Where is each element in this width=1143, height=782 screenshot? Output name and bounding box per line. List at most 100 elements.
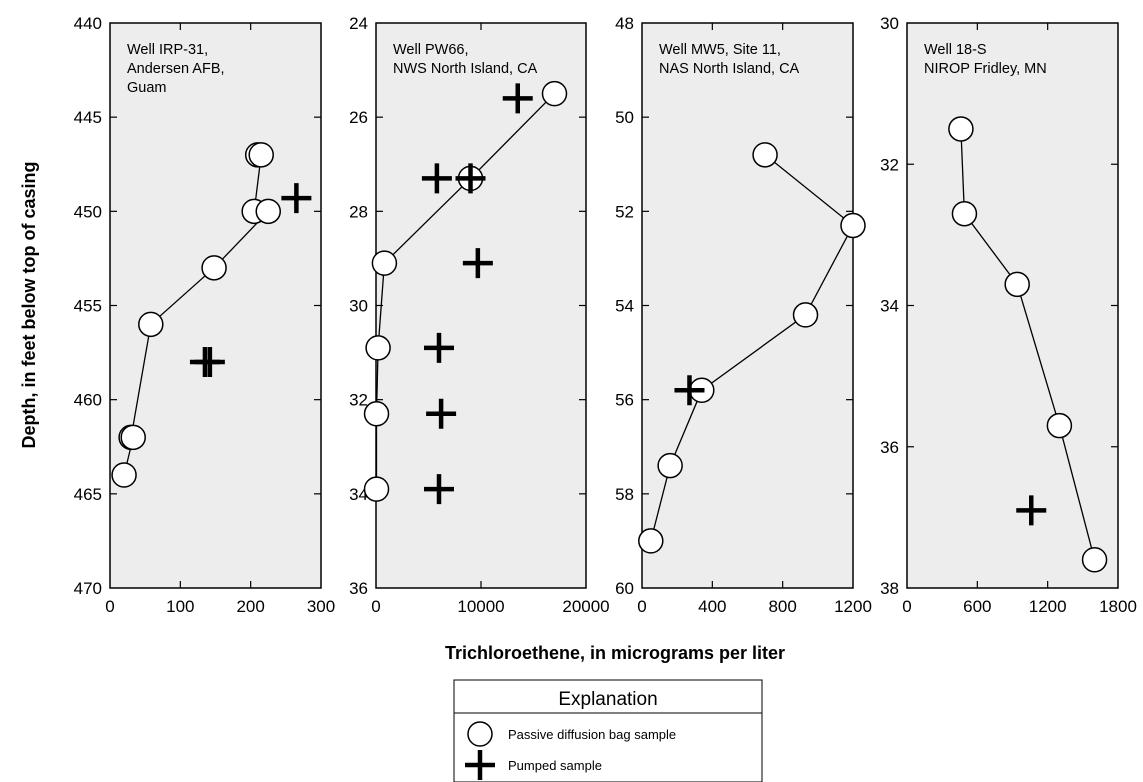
pumped-sample-marker [281,183,312,214]
pumped-sample-marker [426,398,457,429]
y-tick-label: 460 [74,391,102,410]
pdb-sample-marker [1081,547,1108,573]
well-annotation: Well IRP-31, [127,42,208,58]
pdb-sample-marker [1004,271,1030,298]
y-tick-label: 54 [615,297,634,316]
legend-plus-marker [465,750,495,780]
x-tick-label: 1200 [834,597,872,616]
plot-area [109,22,322,589]
x-tick-label: 1800 [1099,597,1137,616]
y-tick-label: 30 [880,14,899,33]
pdb-sample-marker [365,335,391,361]
well-annotation: Well 18-S [924,42,987,58]
well-annotation: Well PW66, [393,42,468,58]
y-tick-label: 36 [880,438,899,457]
x-tick-label: 0 [105,597,114,616]
pdb-sample-marker [371,250,398,276]
x-tick-label: 400 [698,597,726,616]
pdb-sample-marker [201,255,227,281]
plot-area [375,22,587,589]
x-tick-label: 1200 [1029,597,1067,616]
x-axis-title: Trichloroethene, in micrograms per liter [445,643,785,663]
legend-box [453,679,763,782]
pdb-sample-marker [363,476,390,502]
y-tick-label: 440 [74,14,102,33]
pdb-sample-marker [120,424,146,451]
pumped-sample-marker [455,163,486,194]
y-tick-label: 30 [349,297,368,316]
x-tick-label: 0 [637,597,646,616]
y-tick-label: 58 [615,485,634,504]
y-tick-label: 465 [74,485,102,504]
panel-2: 24 26 28 30 32 34 360 10000 20000 Well PW66, NWS N… [349,14,610,616]
plot-area [906,22,1119,589]
pumped-sample-marker [194,347,225,377]
pdb-sample-marker [951,200,978,227]
pdb-sample-marker [248,142,274,168]
y-tick-label: 32 [349,391,368,410]
pumped-sample-marker [462,248,493,279]
y-tick-label: 28 [349,202,368,221]
well-annotation: Guam [127,80,167,96]
pdb-sample-marker [657,452,683,479]
y-tick-label: 56 [615,391,634,410]
y-tick-label: 455 [74,297,102,316]
pdb-sample-marker [638,528,664,554]
pumped-sample-marker [421,163,452,194]
y-tick-label: 34 [880,297,899,316]
y-tick-label: 470 [74,579,102,598]
x-tick-label: 0 [371,597,380,616]
y-tick-label: 38 [880,579,899,598]
pdb-sample-marker [363,401,390,427]
y-tick-label: 60 [615,579,634,598]
pdb-series-line [650,154,854,542]
pdb-sample-marker [752,142,778,168]
well-annotation: Well MW5, Site 11, [659,42,781,58]
pdb-sample-marker [792,302,819,328]
pumped-sample-marker [424,332,454,363]
plot-area [641,22,854,589]
pumped-sample-marker [1016,495,1047,526]
pdb-sample-marker [1046,412,1073,439]
x-tick-label: 200 [236,597,264,616]
well-annotation: NAS North Island, CA [659,61,800,77]
y-tick-label: 48 [615,14,634,33]
pdb-sample-marker [948,116,974,142]
y-axis-title: Depth, in feet below top of casing [19,161,39,448]
pumped-sample-marker [502,83,533,114]
y-tick-label: 24 [349,14,368,33]
pumped-sample-marker [674,375,705,406]
legend-title: Explanation [558,689,657,710]
legend-circle-marker [467,721,493,747]
y-tick-label: 32 [880,155,899,174]
y-tick-label: 445 [74,108,102,127]
panel-3: 48 50 52 54 56 58 600 400 800 1200 Well MW5, Site … [615,14,872,616]
x-tick-label: 10000 [457,597,504,616]
x-tick-label: 300 [307,597,335,616]
well-annotation: NWS North Island, CA [393,61,538,77]
well-annotation: NIROP Fridley, MN [924,61,1047,77]
y-tick-label: 50 [615,108,634,127]
panel-4: 30 32 34 36 380 600 1200 1800 Well 18-S NIROP Fri… [880,14,1137,616]
y-tick-label: 450 [74,202,102,221]
x-tick-label: 20000 [562,597,609,616]
x-tick-label: 100 [166,597,194,616]
y-tick-label: 34 [349,485,368,504]
pumped-sample-marker [424,474,454,505]
pdb-sample-marker [541,80,568,107]
x-tick-label: 0 [902,597,911,616]
legend: Explanation Passive diffusion bag sample… [453,679,763,782]
x-tick-label: 800 [768,597,796,616]
pdb-sample-marker [255,198,281,225]
y-tick-label: 36 [349,579,368,598]
y-tick-label: 52 [615,202,634,221]
legend-item-pumped: Pumped sample [508,758,602,773]
pdb-sample-marker [840,212,866,239]
pdb-sample-marker [111,462,137,488]
x-tick-label: 600 [963,597,991,616]
legend-item-passive: Passive diffusion bag sample [508,727,676,742]
well-annotation: Andersen AFB, [127,61,225,77]
